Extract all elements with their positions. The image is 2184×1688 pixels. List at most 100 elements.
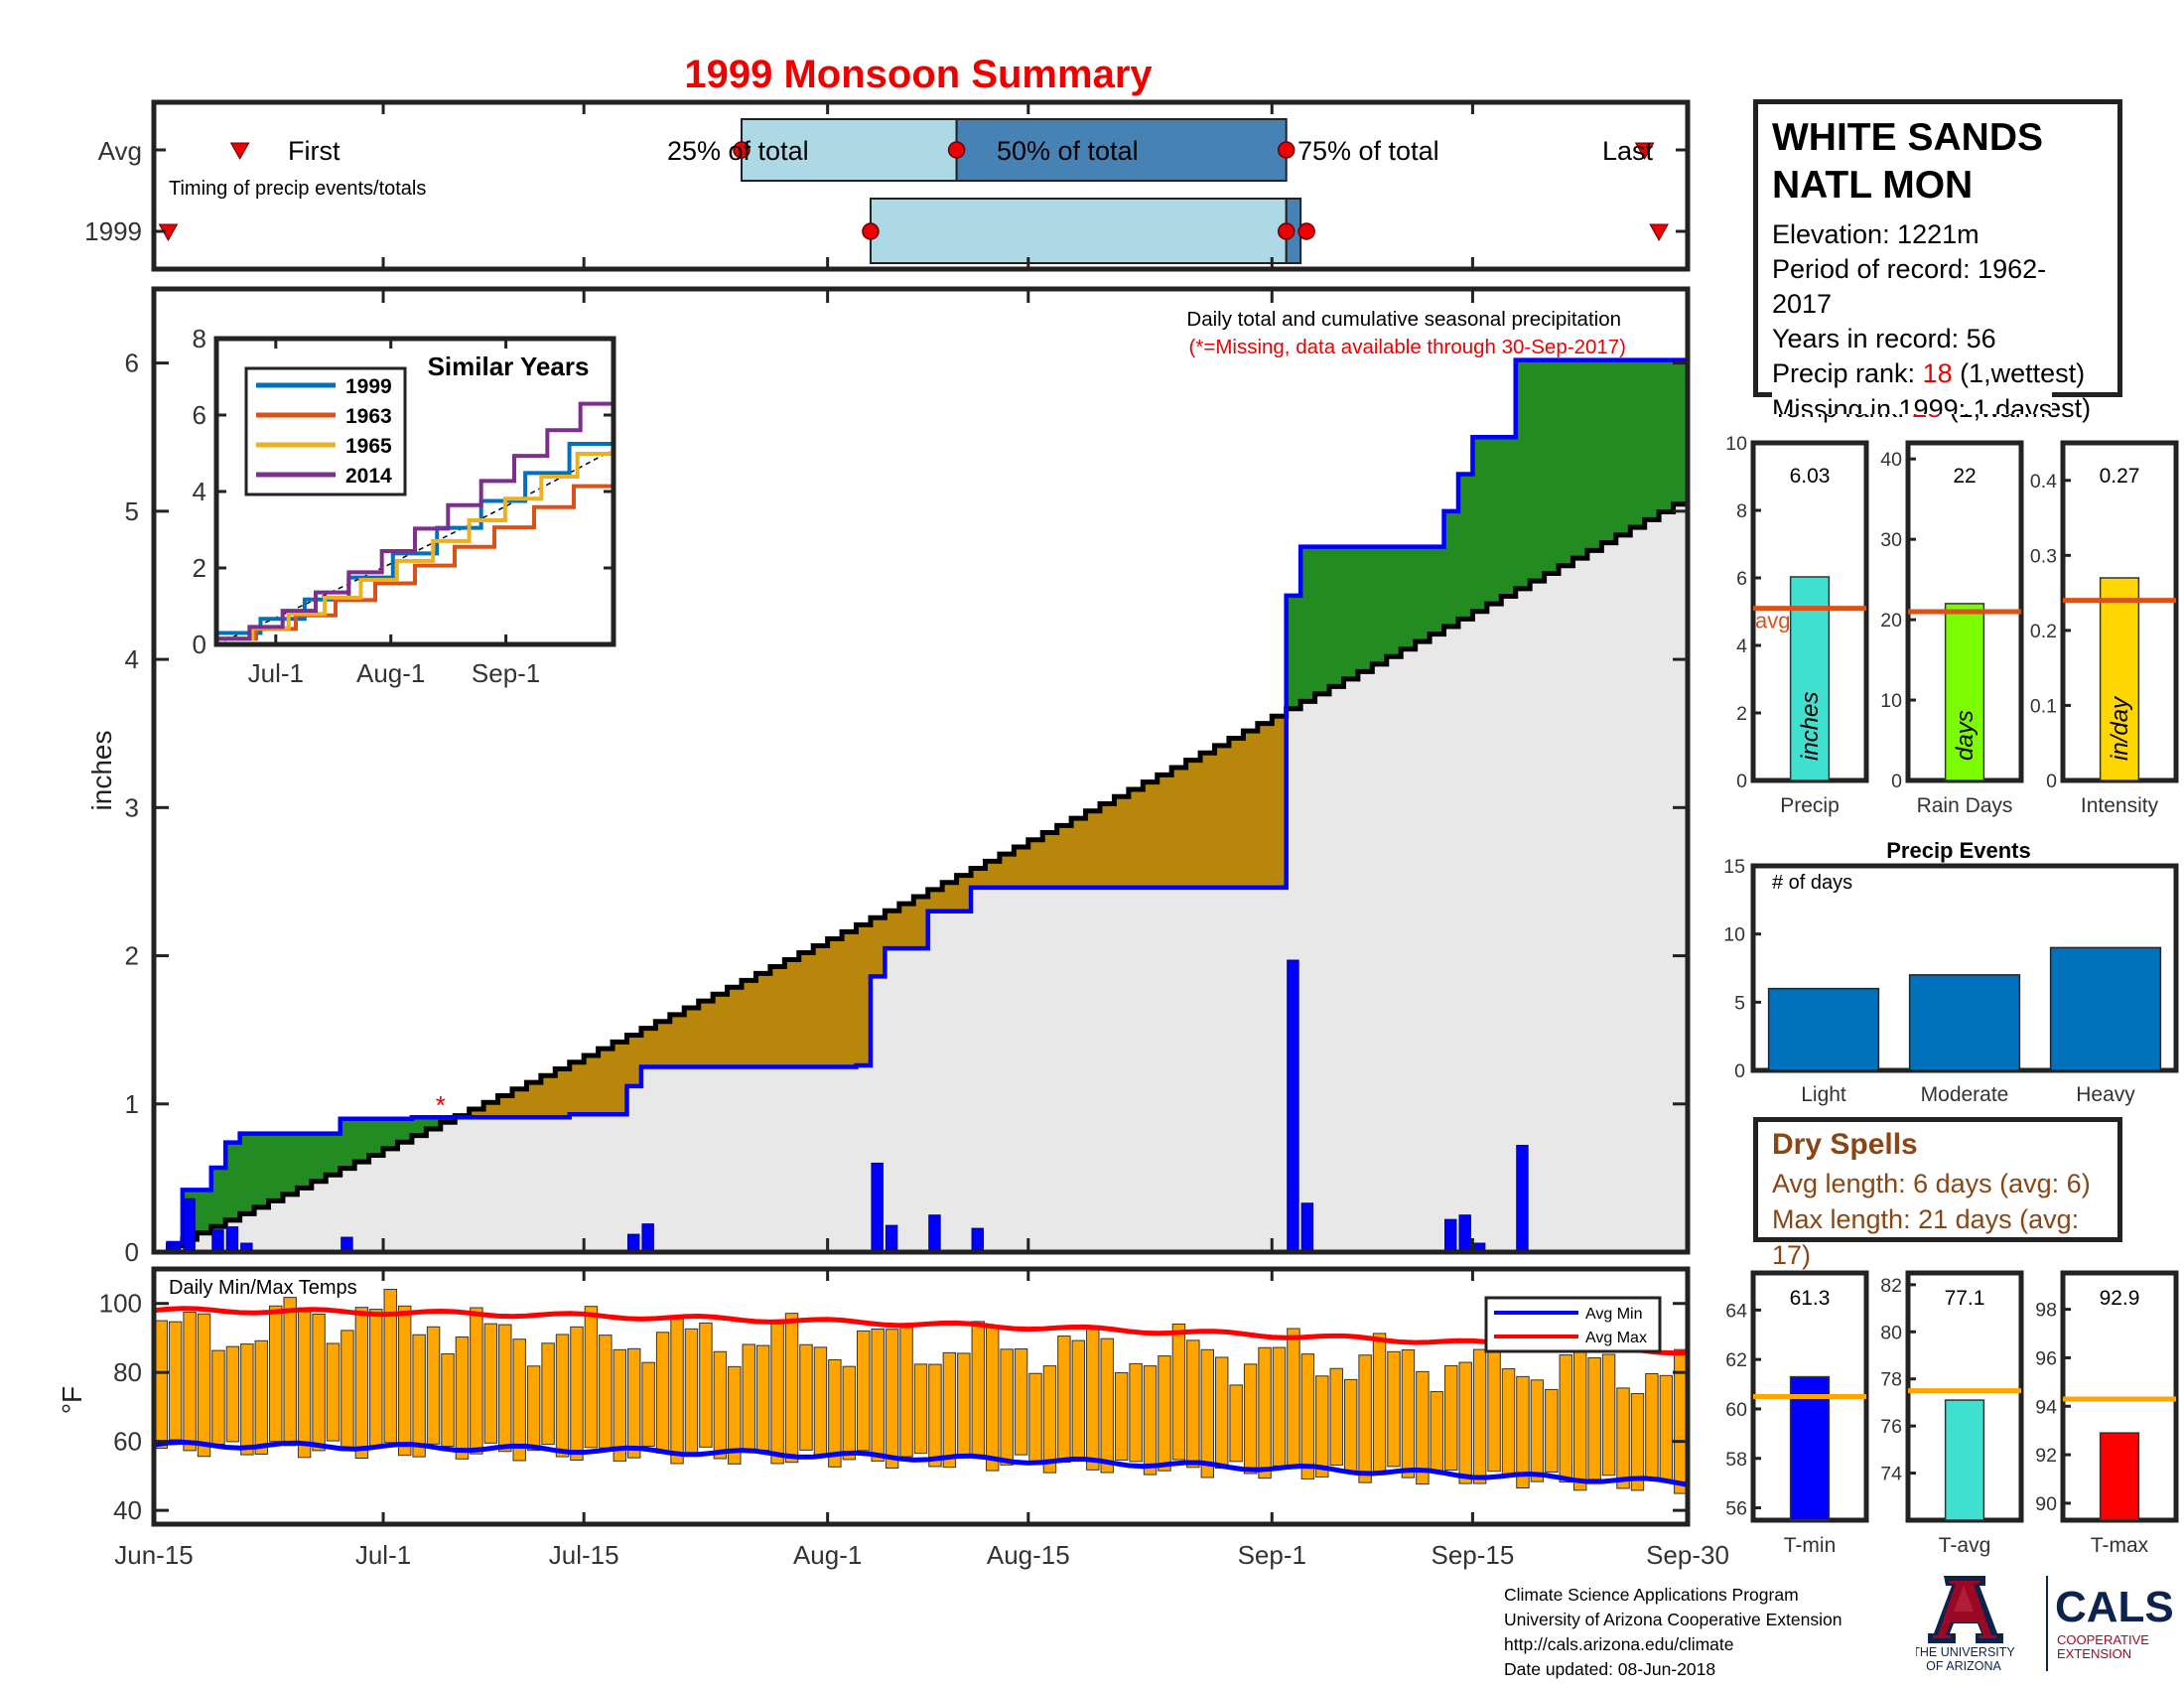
above-avg-fill [1630, 359, 1646, 528]
events-bar-light [1767, 987, 1880, 1071]
x-tick-label: Aug-15 [987, 1540, 1070, 1570]
inset-x-tick-label: Jul-1 [248, 658, 304, 688]
timeline-note: Timing of precip events/totals [169, 178, 426, 200]
daily-temp-bar [1143, 1365, 1158, 1476]
below-avg-fill [885, 911, 900, 949]
daily-temp-bar [641, 1361, 655, 1447]
daily-temp-bar [1401, 1349, 1416, 1478]
timeline-row-avg: Avg [98, 136, 142, 166]
below-avg-fill [727, 987, 743, 1067]
stat-category-label: T-avg [1939, 1534, 1991, 1557]
daily-temp-bar [1158, 1355, 1171, 1472]
stat-panel-t-avg: 77.1 74 76 78 80 82 T-avg [1880, 1270, 2024, 1557]
daily-precip-bar [1300, 1202, 1314, 1253]
daily-temp-bar [1171, 1323, 1186, 1461]
daily-temp-bar [684, 1328, 699, 1456]
above-avg-fill [1386, 546, 1402, 657]
precip-note: Daily total and cumulative seasonal prec… [1186, 308, 1621, 331]
dry-spells-title: Dry Spells [1772, 1128, 1918, 1161]
daily-temp-bar [1329, 1367, 1343, 1467]
daily-precip-bar [928, 1214, 941, 1253]
below-avg-fill [898, 904, 914, 949]
events-y-tick-label: 10 [1723, 924, 1745, 946]
daily-temp-bar [670, 1316, 684, 1465]
avg-max-line [153, 1306, 1689, 1356]
series-1963-line [216, 465, 615, 641]
footer-line-1: Climate Science Applications Program [1504, 1585, 1799, 1605]
cals-line-2: EXTENSION [2057, 1646, 2131, 1661]
station-info-box: WHITE SANDS NATL MON Elevation: 1221m Pe… [1753, 99, 2122, 423]
x-tick-label: Jul-15 [549, 1540, 619, 1570]
daily-temp-bar [254, 1339, 269, 1455]
daily-precip-bar [1516, 1145, 1529, 1253]
inset-y-tick-label: 8 [193, 324, 206, 353]
above-avg-fill [1673, 359, 1689, 504]
daily-temp-bar [599, 1335, 613, 1449]
above-avg-fill [197, 1190, 212, 1233]
station-name: WHITE SANDS NATL MON [1772, 116, 2043, 207]
below-avg-fill [999, 854, 1015, 888]
stat-y-tick-label: 80 [1880, 1322, 1902, 1343]
stat-y-tick-label: 0.1 [2030, 695, 2057, 717]
daily-temp-bar [1430, 1391, 1444, 1474]
above-avg-fill [225, 1142, 241, 1220]
daily-temp-bar [441, 1353, 455, 1448]
daily-temp-bar [1659, 1374, 1674, 1481]
temp-y-tick-label: 40 [113, 1495, 142, 1525]
stat-unit-label: days [1952, 710, 1979, 761]
below-avg-fill [569, 1061, 585, 1115]
below-avg-fill [698, 1001, 714, 1067]
stat-y-tick-label: 10 [1880, 690, 1902, 712]
stat-category-label: Intensity [2081, 794, 2159, 817]
inset-x-tick-label: Sep-1 [472, 658, 540, 688]
arizona-a-icon [1928, 1576, 2003, 1643]
above-avg-fill [340, 1118, 355, 1169]
above-avg-fill [210, 1167, 226, 1227]
below-avg-fill [1014, 846, 1029, 888]
daily-temp-bar [570, 1326, 584, 1461]
stat-value-label: 22 [1953, 465, 1976, 488]
above-avg-fill [268, 1133, 284, 1201]
stat-value-label: 77.1 [1945, 1287, 1985, 1310]
below-avg-fill [798, 952, 814, 1067]
daily-temp-bar [755, 1344, 770, 1452]
below-avg-fill [1143, 781, 1159, 888]
above-avg-fill [1572, 359, 1588, 559]
above-avg-fill [1401, 546, 1417, 649]
below-avg-fill [640, 1028, 656, 1067]
daily-temp-bar [1315, 1375, 1329, 1477]
daily-precip-bar [211, 1229, 224, 1253]
daily-temp-bar [541, 1342, 555, 1446]
daily-temp-bar [269, 1305, 283, 1443]
below-avg-fill [870, 917, 887, 977]
stat-bar [2099, 577, 2140, 781]
above-avg-fill [1357, 546, 1373, 672]
series-1965-line [216, 430, 615, 641]
below-avg-fill [1157, 774, 1172, 888]
inset-y-tick-label: 6 [193, 400, 206, 430]
above-avg-fill [368, 1118, 384, 1156]
footer-line-3[interactable]: http://cals.arizona.edu/climate [1504, 1634, 1734, 1654]
daily-temp-bar [326, 1342, 341, 1442]
below-avg-fill [713, 994, 729, 1067]
daily-temp-bar [183, 1311, 197, 1452]
daily-temp-bar [742, 1343, 755, 1453]
stat-bar [2099, 1432, 2140, 1521]
daily-temp-bar [1343, 1378, 1358, 1473]
legend-1965-label: 1965 [345, 435, 392, 458]
timeline-panel: Avg 1999 Timing of precip events/totals … [84, 99, 1691, 272]
daily-temp-bar [426, 1326, 441, 1445]
events-y-tick-label: 5 [1734, 992, 1745, 1014]
label-last: Last [1602, 136, 1654, 166]
daily-temp-bar [1215, 1356, 1229, 1470]
label-q25: 25% of total [667, 136, 809, 166]
below-avg-fill [842, 931, 858, 1067]
above-avg-fill [426, 1117, 442, 1129]
station-missing: Missing in 1999: 1 days [1772, 392, 2053, 414]
inset-y-tick-label: 0 [193, 630, 206, 659]
below-avg-fill [1272, 716, 1288, 888]
stat-panel-t-min: 61.3 56 58 60 62 64 T-min [1725, 1270, 1869, 1557]
daily-precip-bar [641, 1223, 654, 1253]
year-last-marker [1649, 223, 1669, 242]
daily-temp-bar [770, 1323, 784, 1465]
